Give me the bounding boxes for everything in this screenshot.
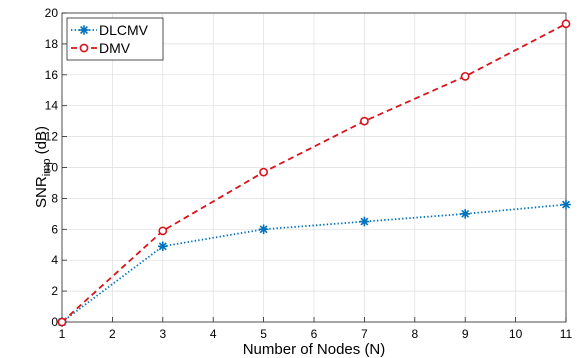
y-tick-label: 16 [45, 68, 59, 82]
x-tick-label: 8 [411, 327, 418, 341]
y-axis-label-subscript: imp [41, 159, 53, 177]
x-tick-label: 6 [311, 327, 318, 341]
x-tick-label: 10 [509, 327, 523, 341]
legend-item-dlcmv: DLCMV [71, 22, 149, 38]
x-tick-label: 9 [462, 327, 469, 341]
data-point-dlcmv [561, 199, 571, 210]
data-point-dmv [359, 116, 369, 126]
y-tick-label: 12 [45, 130, 59, 144]
series-line-dlcmv [61, 203, 567, 323]
x-axis-ticks: 1 2 3 4 5 6 7 8 9 10 11 [59, 317, 573, 341]
legend-label-dmv: DMV [99, 40, 131, 56]
y-tick-label: 4 [51, 253, 58, 267]
x-tick-label: 7 [361, 327, 368, 341]
x-tick-label: 2 [109, 327, 116, 341]
data-point-dlcmv [460, 209, 470, 219]
x-axis-label: Number of Nodes (N) [243, 341, 386, 358]
legend-marker-dmv [79, 43, 89, 53]
y-tick-label: 20 [45, 6, 59, 20]
series-line-dmv [61, 23, 567, 323]
series-layer [57, 19, 571, 327]
data-point-dlcmv [158, 241, 168, 252]
x-tick-label: 5 [260, 327, 267, 341]
y-tick-label: 10 [45, 161, 59, 175]
x-tick-label: 4 [210, 327, 217, 341]
y-tick-label: 6 [51, 222, 58, 236]
data-point-dmv [460, 71, 470, 81]
x-tick-label: 3 [159, 327, 166, 341]
data-point-dmv [561, 19, 571, 29]
data-point-dlcmv [258, 224, 269, 235]
legend: DLCMV DMV [66, 17, 164, 61]
data-point-dmv [57, 317, 67, 327]
data-point-dlcmv [359, 216, 370, 227]
x-tick-label: 11 [560, 327, 573, 341]
data-point-dmv [158, 226, 168, 236]
x-tick-label: 1 [59, 327, 66, 341]
y-tick-label: 8 [51, 191, 58, 205]
y-tick-label: 14 [45, 99, 59, 113]
y-axis-label-main: SNR [33, 176, 50, 208]
legend-marker-dlcmv [79, 25, 89, 35]
data-point-dmv [259, 167, 268, 177]
y-tick-label: 18 [45, 37, 59, 51]
y-axis-label-unit: (dB) [33, 126, 50, 159]
y-tick-label: 2 [51, 284, 58, 298]
legend-box [66, 17, 164, 61]
y-axis-label: SNRimp (dB) [33, 126, 53, 208]
y-tick-label: 0 [51, 315, 58, 329]
legend-label-dlcmv: DLCMV [99, 22, 149, 38]
y-axis-ticks: 0 2 4 6 8 10 12 14 16 18 20 [45, 6, 67, 329]
legend-item-dmv: DMV [71, 40, 131, 56]
